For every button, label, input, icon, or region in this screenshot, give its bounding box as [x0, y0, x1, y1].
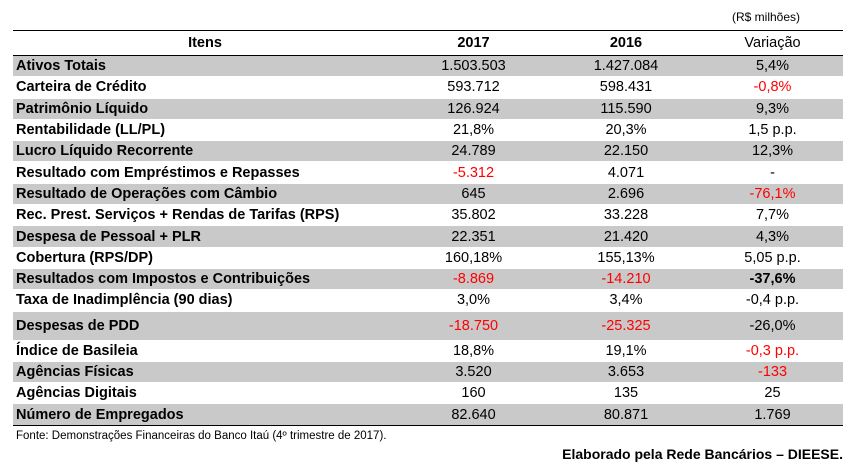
header-2017: 2017 — [397, 30, 550, 56]
table-row: Rentabilidade (LL/PL) 21,8% 20,3% 1,5 p.p. — [13, 118, 843, 141]
row-variacao-cell: 4,3% — [702, 225, 843, 248]
source-note: Fonte: Demonstrações Financeiras do Banc… — [16, 430, 387, 442]
row-item-cell: Resultado de Operações com Câmbio — [13, 182, 397, 205]
row-2016-cell: 4.071 — [550, 161, 702, 184]
row-variacao-cell: -76,1% — [702, 182, 843, 205]
financial-indicators-table: Itens 2017 2016 Variação Ativos Totais 1.… — [13, 30, 843, 426]
row-item-cell: Ativos Totais — [13, 54, 397, 77]
row-item-cell: Agências Físicas — [13, 360, 397, 383]
row-item-cell: Índice de Basileia — [13, 339, 397, 362]
table-row: Lucro Líquido Recorrente 24.789 22.150 12,3… — [13, 140, 843, 162]
row-2016-cell: 22.150 — [550, 140, 702, 162]
row-2016-cell: 21.420 — [550, 225, 702, 248]
table-row: Ativos Totais 1.503.503 1.427.084 5,4% — [13, 54, 843, 77]
row-variacao-cell: -37,6% — [702, 267, 843, 290]
row-variacao-cell: 1.769 — [702, 403, 843, 426]
row-item-cell: Número de Empregados — [13, 403, 397, 426]
table-row: Agências Digitais 160 135 25 — [13, 382, 843, 404]
row-2017-cell: 22.351 — [397, 225, 550, 248]
row-2017-cell: 160,18% — [397, 246, 550, 269]
table-row: Carteira de Crédito 593.712 598.431 -0,8% — [13, 76, 843, 99]
row-item-cell: Despesa de Pessoal + PLR — [13, 225, 397, 248]
row-variacao-cell: -0,4 p.p. — [702, 289, 843, 312]
row-2017-cell: 593.712 — [397, 76, 550, 99]
row-2016-cell: 115.590 — [550, 97, 702, 120]
row-2016-cell: 19,1% — [550, 339, 702, 362]
table-row: Despesa de Pessoal + PLR 22.351 21.420 4,3% — [13, 225, 843, 248]
table-row: Resultado de Operações com Câmbio 645 2.69… — [13, 182, 843, 205]
row-variacao-cell: 7,7% — [702, 204, 843, 226]
row-item-cell: Agências Digitais — [13, 382, 397, 404]
row-2016-cell: 2.696 — [550, 182, 702, 205]
row-2017-cell: 82.640 — [397, 403, 550, 426]
row-variacao-cell: 1,5 p.p. — [702, 118, 843, 141]
row-variacao-cell: 12,3% — [702, 140, 843, 162]
table-row: Cobertura (RPS/DP) 160,18% 155,13% 5,05 p.p… — [13, 246, 843, 269]
table-row: Agências Físicas 3.520 3.653 -133 — [13, 360, 843, 383]
row-variacao-cell: 9,3% — [702, 97, 843, 120]
row-2016-cell: 135 — [550, 382, 702, 404]
row-variacao-cell: -0,8% — [702, 76, 843, 99]
row-variacao-cell: 25 — [702, 382, 843, 404]
row-2016-cell: 3,4% — [550, 289, 702, 312]
row-item-cell: Resultados com Impostos e Contribuições — [13, 267, 397, 290]
row-2017-cell: 126.924 — [397, 97, 550, 120]
row-2016-cell: 1.427.084 — [550, 54, 702, 77]
row-variacao-cell: 5,05 p.p. — [702, 246, 843, 269]
row-item-cell: Resultado com Empréstimos e Repasses — [13, 161, 397, 184]
row-2017-cell: 21,8% — [397, 118, 550, 141]
row-2016-cell: 3.653 — [550, 360, 702, 383]
row-item-cell: Cobertura (RPS/DP) — [13, 246, 397, 269]
row-2016-cell: 33.228 — [550, 204, 702, 226]
row-2016-cell: 598.431 — [550, 76, 702, 99]
header-variacao: Variação — [702, 30, 843, 56]
row-item-cell: Despesas de PDD — [13, 310, 397, 341]
row-2017-cell: 1.503.503 — [397, 54, 550, 77]
table-row: Resultados com Impostos e Contribuições -… — [13, 267, 843, 290]
table-row: Despesas de PDD -18.750 -25.325 -26,0% — [13, 310, 843, 341]
row-2017-cell: 3,0% — [397, 289, 550, 312]
row-item-cell: Rentabilidade (LL/PL) — [13, 118, 397, 141]
row-variacao-cell: -0,3 p.p. — [702, 339, 843, 362]
row-2016-cell: -25.325 — [550, 310, 702, 341]
row-variacao-cell: 5,4% — [702, 54, 843, 77]
row-variacao-cell: - — [702, 161, 843, 184]
row-2016-cell: 20,3% — [550, 118, 702, 141]
table-body: Ativos Totais 1.503.503 1.427.084 5,4% Carte… — [13, 54, 843, 426]
row-variacao-cell: -26,0% — [702, 310, 843, 341]
row-item-cell: Patrimônio Líquido — [13, 97, 397, 120]
row-2017-cell: 645 — [397, 182, 550, 205]
row-2017-cell: 3.520 — [397, 360, 550, 383]
row-2017-cell: -18.750 — [397, 310, 550, 341]
row-item-cell: Carteira de Crédito — [13, 76, 397, 99]
table-row: Taxa de Inadimplência (90 dias) 3,0% 3,4% -… — [13, 289, 843, 312]
row-2017-cell: 24.789 — [397, 140, 550, 162]
row-2016-cell: 155,13% — [550, 246, 702, 269]
row-2017-cell: -5.312 — [397, 161, 550, 184]
row-item-cell: Taxa de Inadimplência (90 dias) — [13, 289, 397, 312]
table-row: Índice de Basileia 18,8% 19,1% -0,3 p.p. — [13, 339, 843, 362]
table-row: Patrimônio Líquido 126.924 115.590 9,3% — [13, 97, 843, 120]
table-header-row: Itens 2017 2016 Variação — [13, 30, 843, 56]
table-row: Resultado com Empréstimos e Repasses -5.3… — [13, 161, 843, 184]
row-2017-cell: 160 — [397, 382, 550, 404]
unit-label: (R$ milhões) — [731, 10, 800, 24]
row-item-cell: Lucro Líquido Recorrente — [13, 140, 397, 162]
credit-note: Elaborado pela Rede Bancários – DIEESE. — [562, 446, 843, 462]
row-item-cell: Rec. Prest. Serviços + Rendas de Tarifas… — [13, 204, 397, 226]
row-2016-cell: 80.871 — [550, 403, 702, 426]
table-row: Número de Empregados 82.640 80.871 1.769 — [13, 403, 843, 426]
row-2017-cell: 18,8% — [397, 339, 550, 362]
table-row: Rec. Prest. Serviços + Rendas de Tarifas… — [13, 204, 843, 226]
row-2017-cell: 35.802 — [397, 204, 550, 226]
header-itens: Itens — [13, 30, 397, 56]
row-variacao-cell: -133 — [702, 360, 843, 383]
header-2016: 2016 — [550, 30, 702, 56]
row-2017-cell: -8.869 — [397, 267, 550, 290]
row-2016-cell: -14.210 — [550, 267, 702, 290]
